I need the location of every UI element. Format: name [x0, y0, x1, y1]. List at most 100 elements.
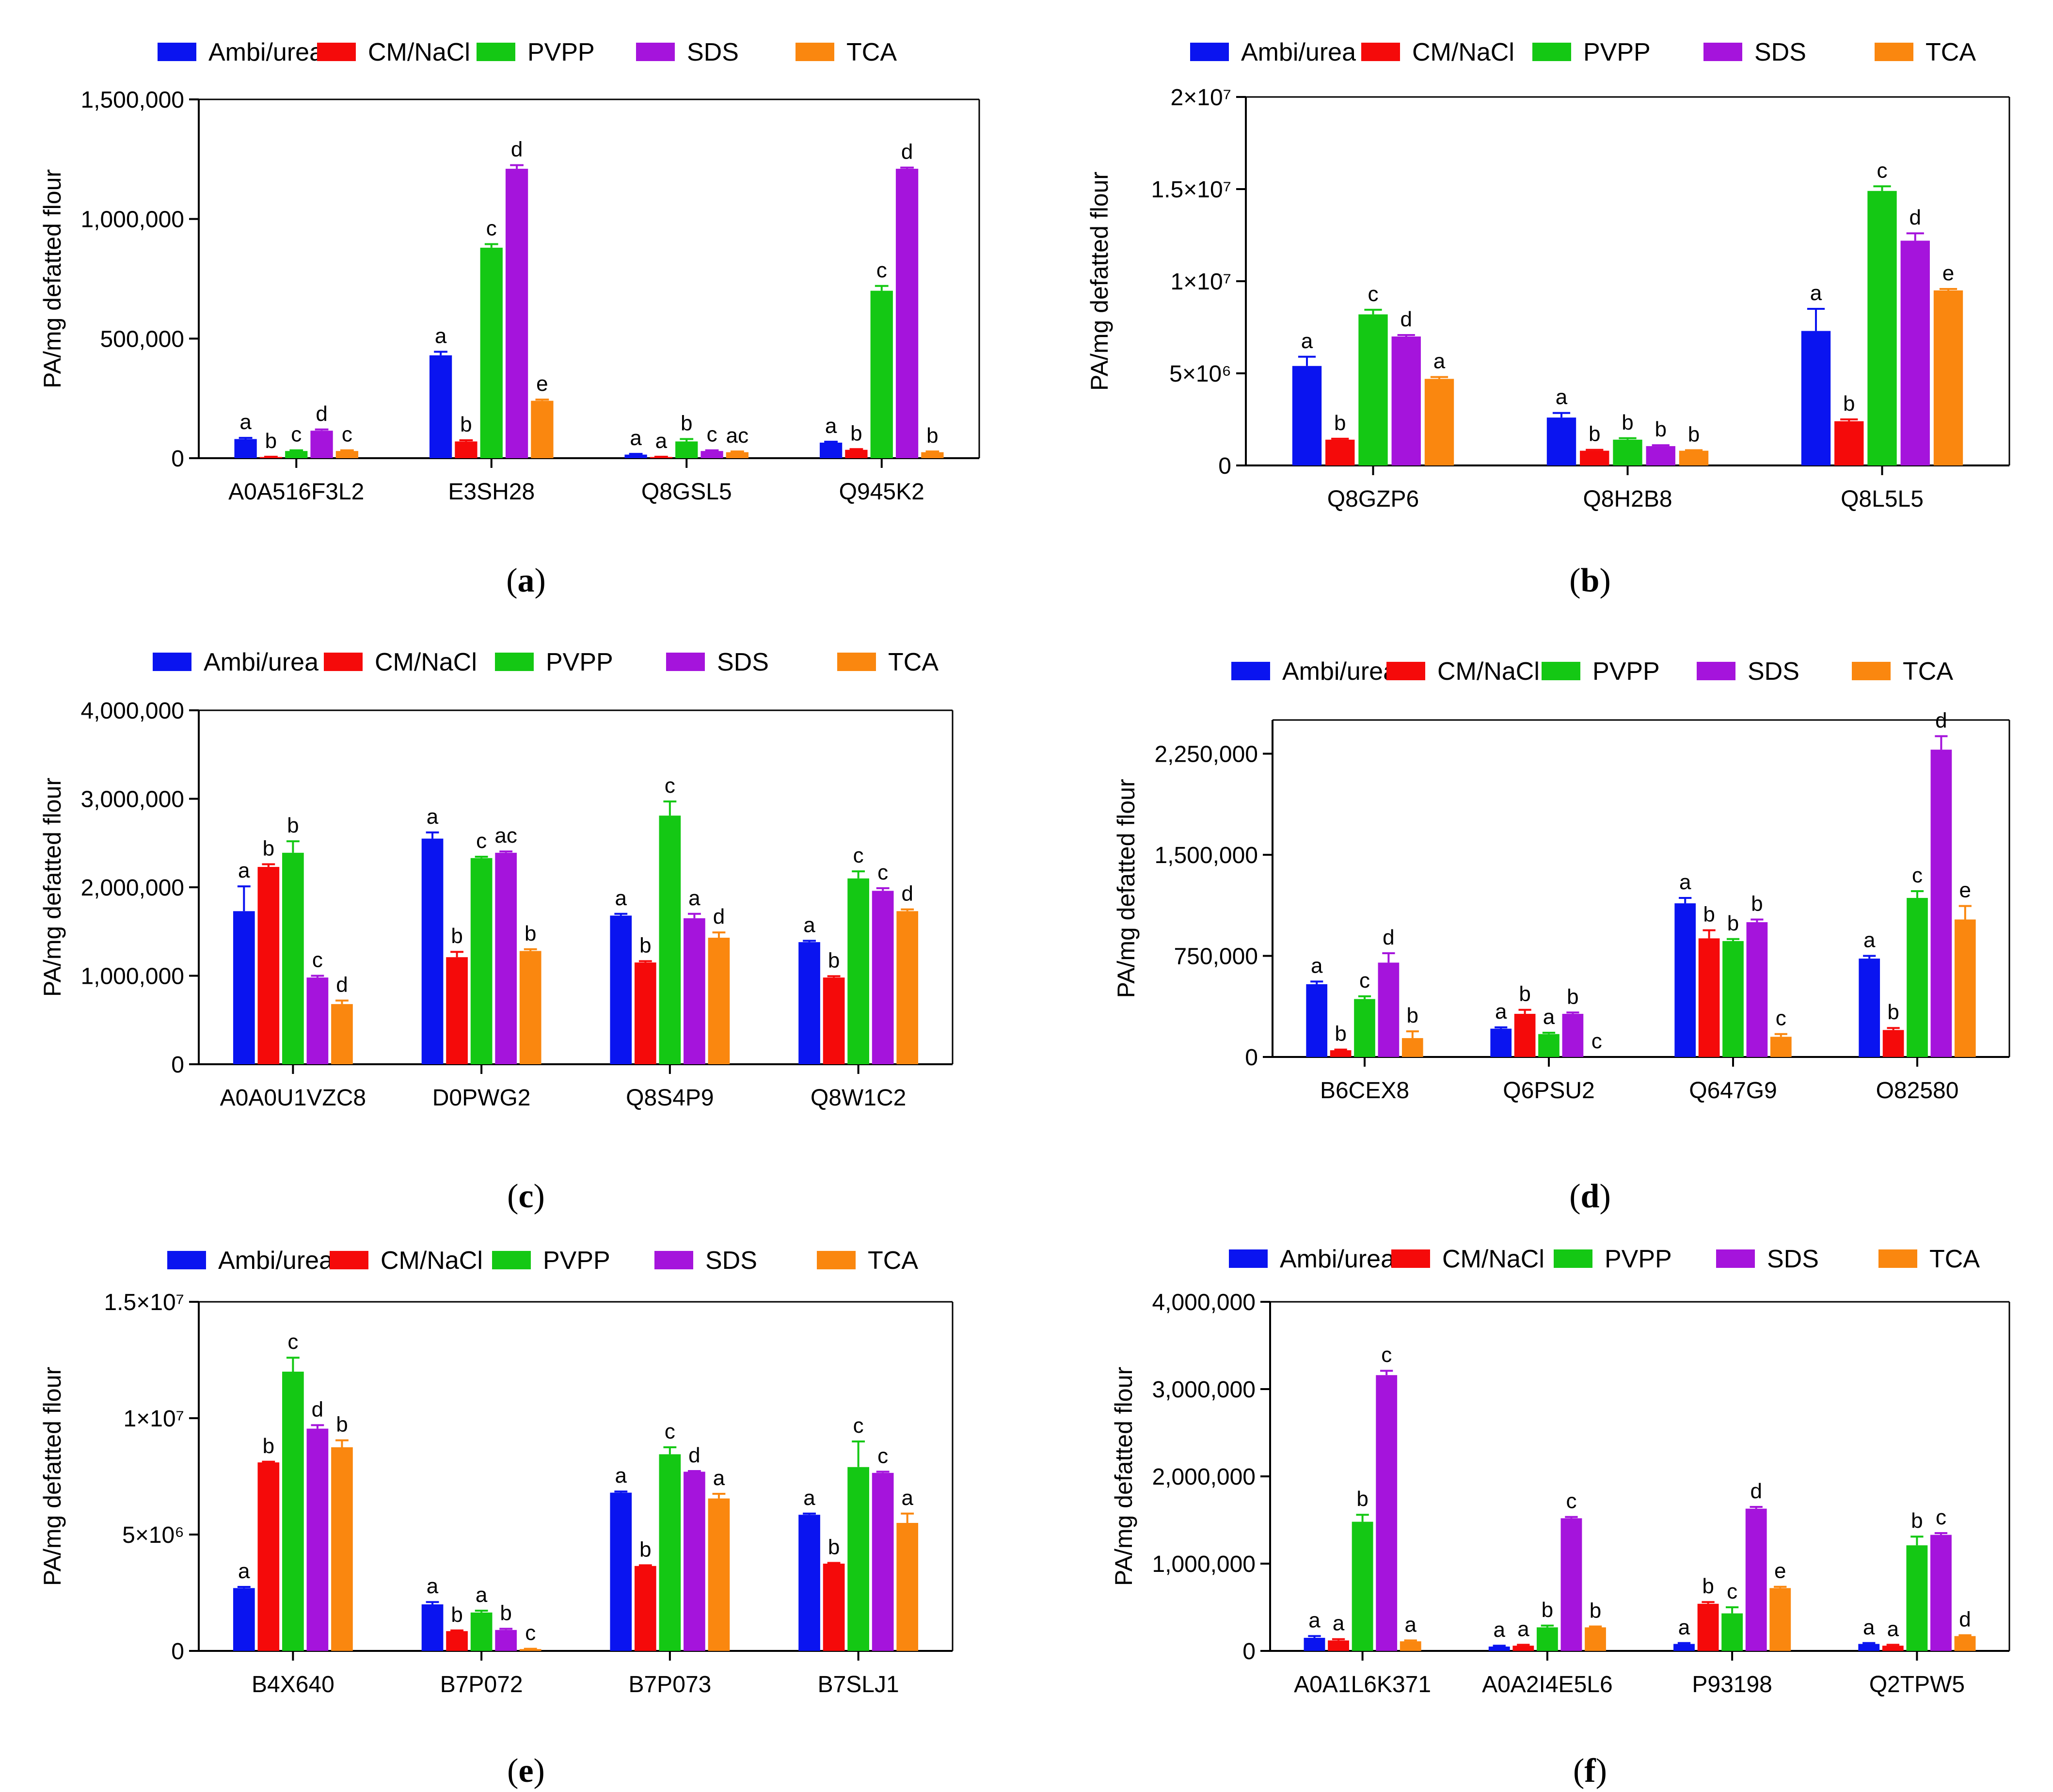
y-tick-label: 3,000,000	[80, 787, 184, 813]
significance-letter: b	[287, 814, 299, 837]
significance-letter: c	[1912, 864, 1923, 887]
bar	[708, 1498, 730, 1651]
significance-letter: b	[1843, 392, 1855, 416]
bar	[870, 290, 893, 458]
bar	[895, 169, 919, 459]
bar	[1770, 1037, 1792, 1057]
x-tick-label: Q8H2B8	[1583, 486, 1672, 512]
chart-panel-b: Ambi/urea CM/NaCl PVPP SDS TCA 0 5×10⁶ 1×10⁷ 1.5…	[1086, 38, 2010, 599]
significance-letter: c	[877, 1444, 888, 1468]
significance-letter: a	[1887, 1617, 1899, 1641]
bar	[610, 915, 632, 1064]
bar	[1378, 962, 1400, 1057]
x-tick-label: P93198	[1692, 1672, 1772, 1697]
bar	[306, 977, 329, 1064]
bar	[1930, 750, 1952, 1057]
bar	[495, 1630, 517, 1651]
significance-letter: a	[476, 1583, 488, 1607]
significance-letter: b	[1542, 1598, 1553, 1622]
legend-swatch	[1229, 1249, 1268, 1268]
panel-label: (e)	[507, 1752, 545, 1790]
y-tick-label: 1×10⁷	[1171, 269, 1231, 295]
significance-letter: a	[1678, 1616, 1690, 1639]
bar	[1745, 1508, 1767, 1651]
significance-letter: b	[681, 412, 692, 435]
legend-entry: CM/NaCl	[1412, 38, 1514, 66]
y-axis-label: PA/mg defatted flour	[1086, 172, 1113, 391]
legend-swatch	[1852, 662, 1891, 680]
bar	[921, 452, 944, 458]
bar	[1562, 1014, 1584, 1057]
significance-letter: c	[312, 948, 323, 972]
bar	[455, 441, 477, 458]
bar	[847, 878, 869, 1064]
significance-letter: d	[901, 882, 913, 906]
significance-letter: c	[1566, 1489, 1576, 1513]
bar	[1325, 439, 1355, 465]
significance-letter: a	[435, 324, 447, 348]
y-tick-label: 3,000,000	[1152, 1377, 1256, 1403]
bar	[708, 938, 730, 1064]
x-tick-label: A0A516F3L2	[228, 479, 364, 505]
significance-letter: a	[1311, 954, 1323, 977]
x-tick-label: Q647G9	[1689, 1078, 1777, 1104]
y-tick-label: 1,000,000	[80, 207, 184, 233]
x-tick-label: B7P073	[628, 1672, 711, 1697]
legend-swatch	[1361, 43, 1400, 61]
bar	[624, 454, 647, 458]
bar	[872, 891, 894, 1064]
bar	[872, 1472, 894, 1651]
legend-entry: PVPP	[543, 1247, 610, 1275]
y-tick-label: 1,500,000	[80, 87, 184, 113]
significance-letter: b	[828, 948, 840, 972]
x-tick-label: Q8S4P9	[626, 1085, 714, 1111]
x-tick-label: Q8GSL5	[641, 479, 732, 505]
significance-letter: d	[901, 140, 913, 164]
significance-letter: a	[1863, 928, 1876, 952]
bar	[1721, 1613, 1743, 1651]
bar	[1954, 1636, 1976, 1651]
bar	[1391, 336, 1421, 465]
bar	[1882, 1646, 1904, 1651]
y-axis-label: PA/mg defatted flour	[39, 1367, 66, 1586]
significance-letter: d	[713, 905, 725, 928]
bar	[1697, 1603, 1719, 1651]
legend-swatch	[158, 43, 196, 61]
legend-entry: TCA	[1903, 657, 1953, 686]
bar	[233, 911, 255, 1064]
significance-letter: a	[1494, 1618, 1506, 1642]
legend-entry: CM/NaCl	[1442, 1245, 1544, 1273]
bar	[282, 852, 304, 1064]
significance-letter: c	[853, 1414, 864, 1438]
significance-letter: b	[1703, 903, 1715, 927]
bar	[819, 442, 843, 458]
significance-letter: b	[639, 933, 651, 957]
significance-letter: a	[615, 1464, 627, 1488]
significance-letter: e	[536, 372, 548, 396]
legend-swatch	[1697, 662, 1735, 680]
significance-letter: a	[615, 886, 627, 910]
y-tick-label: 0	[171, 446, 184, 472]
bar	[1746, 922, 1768, 1057]
bar	[1328, 1640, 1349, 1651]
significance-letter: b	[1407, 1004, 1418, 1027]
legend-entry: Ambi/urea	[204, 648, 318, 676]
x-tick-label: B6CEX8	[1320, 1078, 1409, 1104]
bar	[1354, 999, 1375, 1057]
y-axis-label: PA/mg defatted flour	[1110, 1367, 1137, 1586]
bar	[1900, 240, 1930, 465]
bar	[1907, 897, 1928, 1057]
bar	[823, 1564, 845, 1651]
x-tick-label: A0A0U1VZC8	[220, 1085, 366, 1111]
legend-swatch	[167, 1251, 206, 1269]
bar	[1292, 366, 1322, 465]
bar	[1490, 1028, 1512, 1057]
significance-letter: b	[1751, 892, 1763, 915]
bar	[1722, 941, 1744, 1057]
chart-panel-a: Ambi/urea CM/NaCl PVPP SDS TCA 0 500,000 1,000,…	[39, 38, 980, 599]
significance-letter: ac	[494, 824, 517, 848]
significance-letter: c	[1776, 1007, 1786, 1030]
significance-letter: d	[688, 1443, 700, 1467]
legend-entry: Ambi/urea	[218, 1247, 333, 1275]
bar	[1400, 1641, 1421, 1651]
